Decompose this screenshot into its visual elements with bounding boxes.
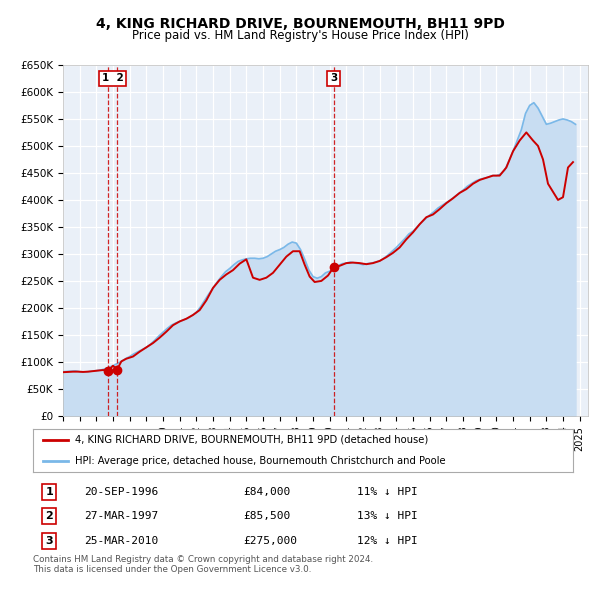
Text: 13% ↓ HPI: 13% ↓ HPI (357, 512, 418, 521)
Text: 25-MAR-2010: 25-MAR-2010 (84, 536, 158, 546)
Text: 27-MAR-1997: 27-MAR-1997 (84, 512, 158, 521)
Text: 1  2: 1 2 (102, 73, 124, 83)
Text: £275,000: £275,000 (244, 536, 298, 546)
Text: 2: 2 (46, 512, 53, 521)
Text: HPI: Average price, detached house, Bournemouth Christchurch and Poole: HPI: Average price, detached house, Bour… (75, 456, 446, 466)
Text: 3: 3 (46, 536, 53, 546)
Text: 3: 3 (330, 73, 337, 83)
Text: 4, KING RICHARD DRIVE, BOURNEMOUTH, BH11 9PD: 4, KING RICHARD DRIVE, BOURNEMOUTH, BH11… (95, 17, 505, 31)
Text: 20-SEP-1996: 20-SEP-1996 (84, 487, 158, 497)
Text: 11% ↓ HPI: 11% ↓ HPI (357, 487, 418, 497)
Text: This data is licensed under the Open Government Licence v3.0.: This data is licensed under the Open Gov… (33, 565, 311, 574)
Text: Price paid vs. HM Land Registry's House Price Index (HPI): Price paid vs. HM Land Registry's House … (131, 30, 469, 42)
Text: Contains HM Land Registry data © Crown copyright and database right 2024.: Contains HM Land Registry data © Crown c… (33, 555, 373, 563)
Text: 1: 1 (46, 487, 53, 497)
Text: 4, KING RICHARD DRIVE, BOURNEMOUTH, BH11 9PD (detached house): 4, KING RICHARD DRIVE, BOURNEMOUTH, BH11… (75, 435, 428, 445)
Text: £84,000: £84,000 (244, 487, 291, 497)
Text: £85,500: £85,500 (244, 512, 291, 521)
Text: 12% ↓ HPI: 12% ↓ HPI (357, 536, 418, 546)
